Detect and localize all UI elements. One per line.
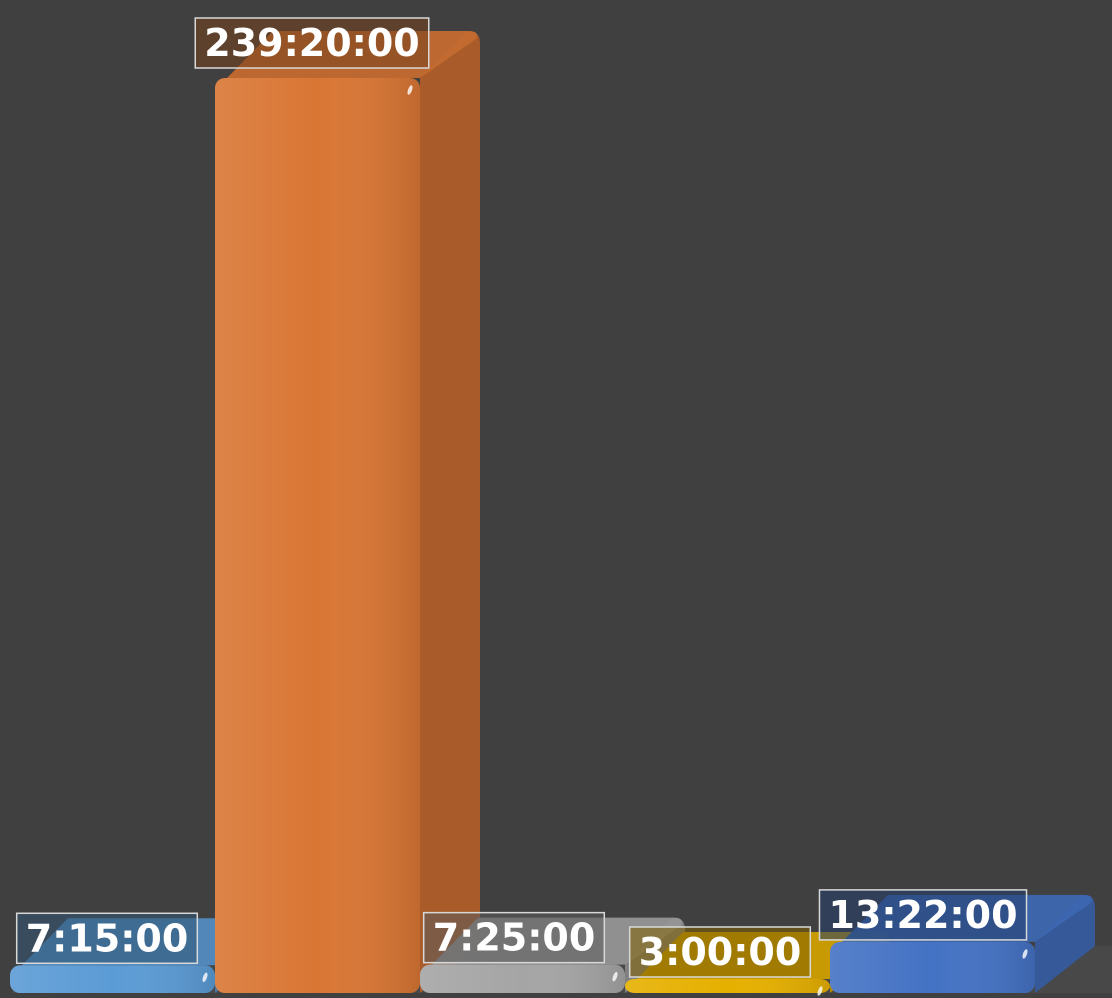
data-label-1: 7:15:00	[15, 912, 199, 965]
bar-gloss	[625, 979, 830, 993]
data-label-3: 7:25:00	[422, 911, 606, 964]
bar-highlight	[1022, 949, 1028, 959]
bar-side-face	[1035, 894, 1095, 993]
data-label-text: 13:22:00	[828, 893, 1017, 937]
bar-highlight	[612, 971, 618, 982]
bar-2	[215, 31, 480, 993]
data-label-text: 3:00:00	[639, 930, 802, 974]
bar-highlight	[202, 972, 208, 983]
data-label-text: 7:15:00	[26, 916, 189, 960]
bar-gloss	[215, 78, 420, 993]
data-label-2: 239:20:00	[194, 17, 430, 69]
bar-highlight	[817, 986, 823, 996]
bar-highlight	[407, 85, 413, 95]
bar-gloss	[420, 964, 625, 993]
bar-gloss	[10, 965, 215, 993]
data-label-text: 7:25:00	[433, 916, 596, 960]
data-label-5: 13:22:00	[818, 889, 1028, 941]
bar-gloss	[830, 941, 1035, 993]
data-label-box	[818, 889, 1028, 941]
data-label-box	[15, 912, 199, 965]
data-label-text: 239:20:00	[204, 21, 419, 65]
data-label-box	[628, 926, 812, 978]
bar-side-face	[420, 31, 480, 993]
data-label-box	[194, 17, 430, 69]
data-label-box	[422, 911, 606, 964]
data-label-4: 3:00:00	[628, 926, 812, 978]
